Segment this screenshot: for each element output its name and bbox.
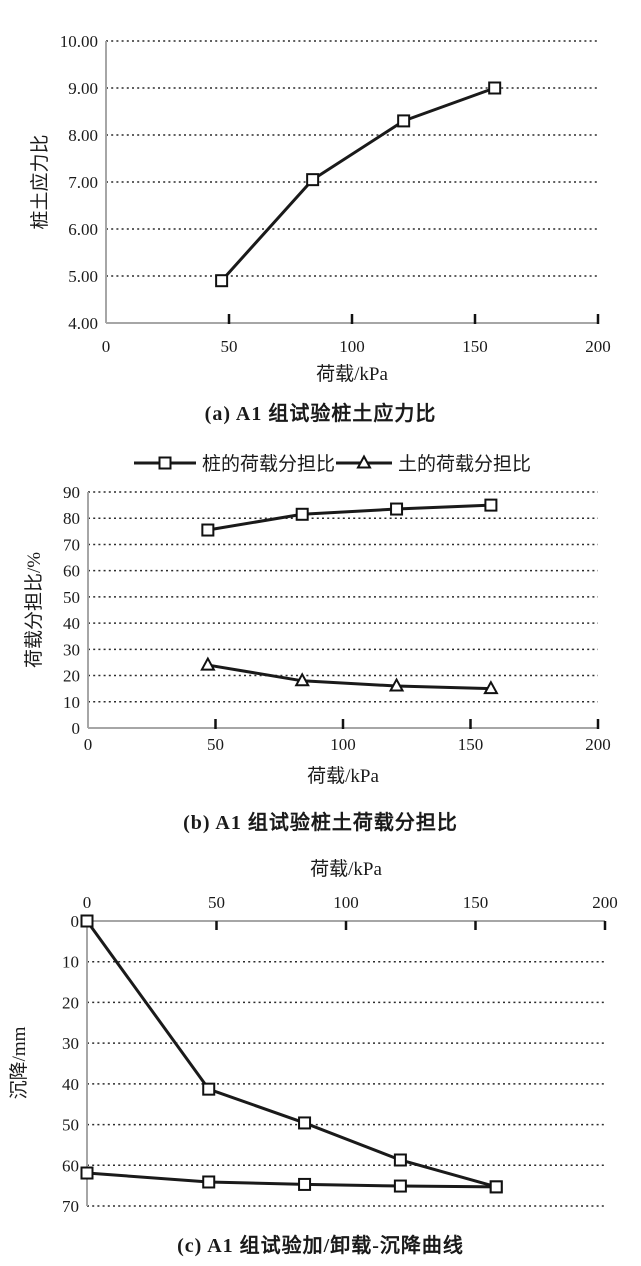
triangle-marker <box>388 677 405 692</box>
y-tick-label: 20 <box>63 667 80 686</box>
y-tick-label: 10.00 <box>60 32 98 51</box>
y-tick-label: 80 <box>63 509 80 528</box>
y-tick-label: 7.00 <box>68 173 98 192</box>
series-line <box>85 920 497 1189</box>
square-marker <box>298 1116 312 1130</box>
square-marker <box>488 81 502 95</box>
chart-b-caption: (b) A1 组试验桩土荷载分担比 <box>183 811 458 834</box>
square-marker <box>298 1177 312 1191</box>
chart-b-canvas: 0 10 20 30 40 50 60 70 80 90 0 50 100 150 200 荷载/kPa 荷载分… <box>23 453 611 787</box>
series-line <box>207 663 491 691</box>
y-axis-title: 桩土应力比 <box>29 134 51 229</box>
square-marker <box>202 1175 216 1189</box>
y-tick-label: 10 <box>62 953 79 972</box>
y-tick-label: 9.00 <box>68 79 98 98</box>
x-tick-label: 0 <box>83 893 92 912</box>
x-tick-label: 150 <box>463 893 489 912</box>
y-tick-label: 0 <box>72 719 81 738</box>
y-tick-label: 70 <box>63 535 80 554</box>
square-marker <box>393 1153 407 1167</box>
y-tick-label: 5.00 <box>68 267 98 286</box>
y-tick-label: 60 <box>63 562 80 581</box>
y-tick-label: 4.00 <box>68 314 98 333</box>
square-marker <box>306 173 320 187</box>
x-axis-title: 荷载/kPa <box>316 363 388 385</box>
square-marker <box>390 502 404 516</box>
square-marker <box>201 523 215 537</box>
x-tick-label: 200 <box>585 337 611 356</box>
y-tick-label: 70 <box>62 1197 79 1216</box>
square-marker <box>489 1180 503 1194</box>
chart-c: 0 10 20 30 40 50 60 70 0 50 100 150 200 荷载/kPa 沉降/mm (… <box>0 845 641 1266</box>
y-tick-label: 10 <box>63 693 80 712</box>
triangle-marker <box>294 672 310 687</box>
chart-a-canvas: 4.00 5.00 6.00 7.00 8.00 9.00 10.00 0 50 100 150 20… <box>29 32 611 385</box>
chart-c-canvas: 0 10 20 30 40 50 60 70 0 50 100 150 200 荷载/kPa 沉降/mm <box>8 858 618 1216</box>
series-line <box>207 503 491 532</box>
square-marker <box>393 1179 407 1193</box>
y-tick-label: 40 <box>63 614 80 633</box>
square-marker <box>80 914 94 928</box>
legend-label: 土的荷载分担比 <box>398 453 531 475</box>
series-line <box>220 86 496 282</box>
x-tick-label: 150 <box>458 735 484 754</box>
y-tick-label: 40 <box>62 1075 79 1094</box>
y-tick-label: 60 <box>62 1156 79 1175</box>
x-tick-label: 100 <box>339 337 365 356</box>
y-tick-label: 30 <box>63 640 80 659</box>
x-axis-title: 荷载/kPa <box>307 765 379 787</box>
legend-label: 桩的荷载分担比 <box>202 453 335 475</box>
y-tick-label: 8.00 <box>68 126 98 145</box>
y-tick-label: 0 <box>71 912 80 931</box>
y-tick-label: 90 <box>63 483 80 502</box>
x-tick-label: 100 <box>333 893 359 912</box>
y-tick-label: 50 <box>62 1116 79 1135</box>
chart-c-caption: (c) A1 组试验加/卸载-沉降曲线 <box>177 1234 464 1257</box>
square-marker <box>215 274 229 288</box>
x-tick-label: 200 <box>585 735 611 754</box>
x-tick-label: 200 <box>592 893 618 912</box>
triangle-marker <box>356 454 372 469</box>
x-tick-label: 0 <box>84 735 93 754</box>
square-marker <box>484 498 498 512</box>
y-tick-label: 20 <box>62 993 79 1012</box>
x-tick-label: 100 <box>330 735 356 754</box>
x-axis-title: 荷载/kPa <box>310 858 382 880</box>
chart-a: 4.00 5.00 6.00 7.00 8.00 9.00 10.00 0 50 100 150 20… <box>0 0 641 430</box>
x-tick-label: 50 <box>221 337 238 356</box>
x-tick-label: 150 <box>462 337 488 356</box>
triangle-marker <box>200 656 216 671</box>
y-axis-title: 荷载分担比/% <box>23 552 45 668</box>
series-line <box>86 1171 497 1189</box>
y-axis-title: 沉降/mm <box>8 1026 30 1099</box>
chart-b: 0 10 20 30 40 50 60 70 80 90 0 50 100 150 200 荷载/kPa 荷载分… <box>0 430 641 845</box>
square-marker <box>202 1082 216 1096</box>
x-tick-label: 0 <box>102 337 111 356</box>
square-marker <box>295 507 309 521</box>
square-marker <box>397 114 411 128</box>
y-tick-label: 50 <box>63 588 80 607</box>
chart-a-caption: (a) A1 组试验桩土应力比 <box>204 402 437 425</box>
y-tick-label: 30 <box>62 1034 79 1053</box>
triangle-marker <box>483 680 499 695</box>
x-tick-label: 50 <box>207 735 224 754</box>
square-marker <box>158 456 172 470</box>
x-tick-label: 50 <box>208 893 225 912</box>
square-marker <box>80 1166 94 1180</box>
y-tick-label: 6.00 <box>68 220 98 239</box>
